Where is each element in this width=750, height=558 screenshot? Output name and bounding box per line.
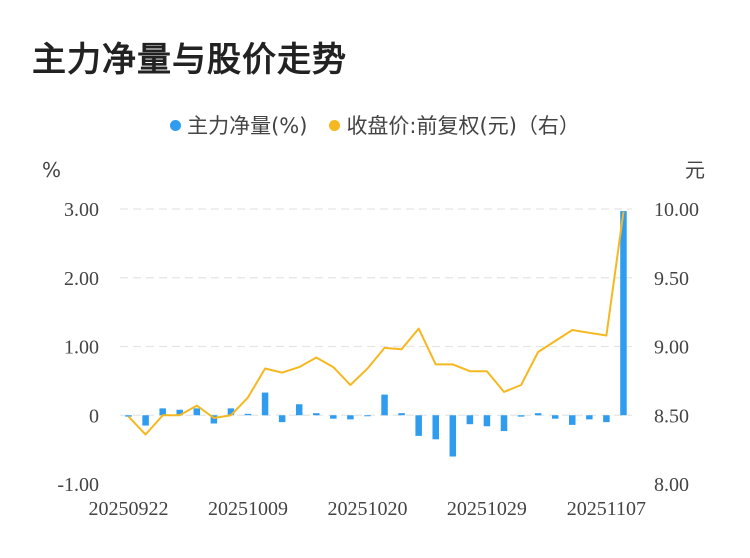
left-tick-label: -1.00	[57, 474, 99, 496]
net-volume-bar[interactable]	[500, 415, 508, 432]
price-point[interactable]	[450, 362, 455, 367]
left-tick-label: 1.00	[64, 337, 99, 359]
right-axis-unit: 元	[685, 158, 705, 182]
net-volume-bar[interactable]	[534, 413, 542, 416]
net-volume-bar[interactable]	[347, 415, 354, 420]
legend-dot-net	[170, 119, 182, 131]
price-point[interactable]	[228, 413, 233, 418]
net-volume-bar[interactable]	[193, 408, 201, 416]
price-point[interactable]	[433, 362, 438, 367]
legend-label-price: 收盘价:前复权(元)（右）	[346, 114, 580, 138]
net-volume-bar[interactable]	[415, 415, 422, 436]
price-point[interactable]	[143, 432, 148, 437]
net-volume-bar[interactable]	[125, 415, 132, 417]
net-volume-bar[interactable]	[330, 415, 337, 419]
price-point[interactable]	[399, 347, 404, 352]
net-volume-bar[interactable]	[569, 415, 576, 425]
x-tick-label: 20251107	[567, 498, 646, 520]
x-axis-ticks: 20250922 20251009 20251020 20251029 20251107	[89, 498, 646, 520]
price-point[interactable]	[587, 330, 592, 335]
net-volume-bar[interactable]	[603, 415, 610, 423]
net-volume-bar[interactable]	[620, 211, 627, 416]
net-volume-bar[interactable]	[432, 415, 439, 440]
price-point[interactable]	[416, 326, 421, 331]
right-axis-ticks: 10.00 9.50 9.00 8.50 8.00	[654, 199, 699, 496]
legend-label-net: 主力净量(%)	[187, 114, 308, 138]
right-tick-label: 9.00	[654, 337, 689, 359]
price-point[interactable]	[263, 366, 268, 371]
net-volume-bar[interactable]	[159, 408, 166, 416]
net-volume-bar[interactable]	[261, 392, 269, 416]
x-tick-label: 20251020	[327, 498, 407, 520]
price-point[interactable]	[519, 383, 524, 388]
left-tick-label: 0	[89, 405, 99, 427]
net-volume-bar[interactable]	[278, 415, 286, 423]
price-point[interactable]	[484, 369, 489, 374]
price-point[interactable]	[502, 389, 507, 394]
net-volume-bar[interactable]	[244, 413, 252, 416]
price-line-group	[126, 209, 626, 437]
price-point[interactable]	[280, 370, 285, 375]
price-point[interactable]	[194, 403, 199, 408]
price-point[interactable]	[365, 366, 370, 371]
x-tick-label: 20250922	[89, 498, 169, 520]
price-line[interactable]	[127, 211, 625, 436]
left-tick-label: 2.00	[64, 268, 99, 290]
price-point[interactable]	[297, 365, 302, 370]
legend-dot-price	[329, 119, 341, 131]
price-point[interactable]	[570, 328, 575, 333]
net-volume-bar[interactable]	[381, 394, 388, 416]
left-axis-unit: %	[42, 158, 61, 182]
right-tick-label: 8.50	[654, 405, 689, 427]
net-volume-bar[interactable]	[483, 415, 491, 427]
legend: 主力净量(%) 收盘价:前复权(元)（右）	[0, 110, 750, 140]
price-point[interactable]	[348, 383, 353, 388]
price-point[interactable]	[126, 414, 131, 419]
price-point[interactable]	[621, 209, 626, 214]
net-volume-bar[interactable]	[313, 413, 320, 416]
price-point[interactable]	[604, 333, 609, 338]
price-point[interactable]	[382, 345, 387, 350]
left-tick-label: 3.00	[64, 199, 99, 221]
right-tick-label: 8.00	[654, 474, 689, 496]
net-volume-bar[interactable]	[517, 415, 525, 417]
price-point[interactable]	[314, 355, 319, 360]
price-point[interactable]	[553, 339, 558, 344]
net-volume-bar[interactable]	[176, 409, 183, 416]
net-volume-bar[interactable]	[210, 415, 218, 424]
legend-item-price[interactable]: 收盘价:前复权(元)（右）	[329, 110, 580, 140]
net-volume-bar[interactable]	[364, 415, 371, 417]
grid-lines	[120, 208, 632, 416]
x-tick-label: 20251009	[208, 498, 288, 520]
x-tick-label: 20251029	[447, 498, 527, 520]
price-point[interactable]	[331, 365, 336, 370]
net-volume-bar[interactable]	[142, 415, 149, 426]
net-volume-bars	[125, 211, 627, 457]
net-volume-bar[interactable]	[551, 415, 559, 419]
net-volume-bar[interactable]	[586, 415, 593, 420]
left-axis-ticks: 3.00 2.00 1.00 0 -1.00	[57, 199, 99, 496]
price-point[interactable]	[160, 413, 165, 418]
chart-title: 主力净量与股价走势	[32, 40, 347, 80]
legend-item-net[interactable]: 主力净量(%)	[170, 110, 307, 140]
price-point[interactable]	[177, 413, 182, 418]
price-point[interactable]	[536, 350, 541, 355]
net-volume-bar[interactable]	[227, 408, 235, 416]
price-point[interactable]	[246, 395, 251, 400]
price-point[interactable]	[467, 369, 472, 374]
net-volume-bar[interactable]	[466, 415, 474, 425]
right-tick-label: 9.50	[654, 268, 689, 290]
net-volume-bar[interactable]	[295, 404, 303, 416]
right-tick-label: 10.00	[654, 199, 699, 221]
price-point[interactable]	[211, 416, 216, 421]
net-volume-bar[interactable]	[398, 413, 405, 416]
net-volume-bar[interactable]	[449, 415, 457, 457]
